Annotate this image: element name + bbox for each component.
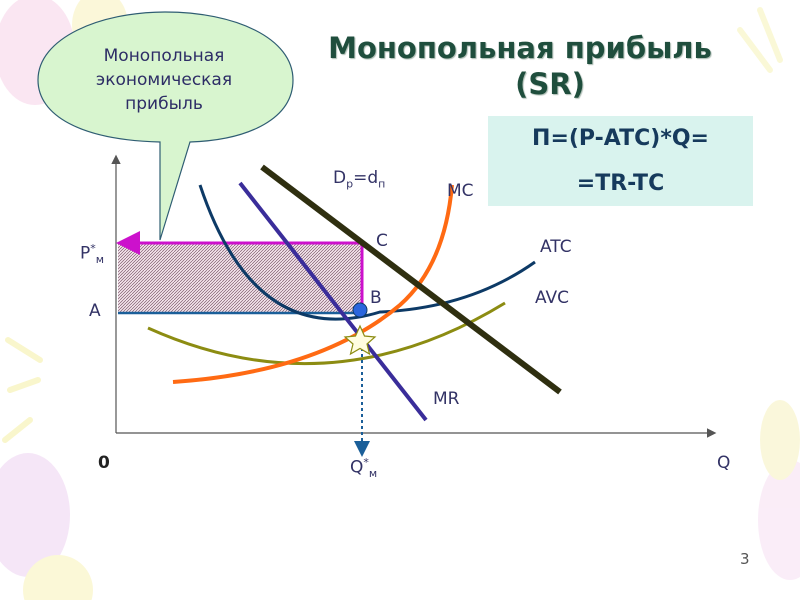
formula-line-1: П=(P-ATC)*Q= (532, 126, 709, 151)
origin-label: 0 (98, 453, 110, 473)
avc-label: AVC (535, 288, 570, 308)
atc-label: ATC (540, 237, 572, 257)
callout-text: Монопольная экономическая прибыль (48, 44, 280, 116)
formula-line-2: =TR-TC (576, 171, 665, 196)
avc-curve (147, 301, 506, 366)
price-axis-label: P*м (80, 242, 105, 267)
title-line-2: (SR) (515, 67, 585, 101)
mr-curve (238, 181, 428, 422)
callout-line-3: прибыль (125, 94, 203, 114)
mc-label: MC (447, 181, 474, 201)
callout-bubble (37, 11, 294, 241)
profit-area (118, 243, 362, 313)
point-b-dot (352, 302, 368, 318)
mr-label: MR (433, 389, 460, 409)
demand-label: Dр=dп (333, 168, 386, 191)
profit-formula-box: П=(P-ATC)*Q= =TR-TC (488, 116, 753, 206)
quantity-axis-label: Q*м (350, 456, 378, 481)
demand-curve (260, 164, 562, 395)
title-line-1: Монопольная прибыль (328, 31, 712, 65)
atc-curve (198, 184, 536, 321)
point-c-label: C (376, 231, 388, 251)
callout-line-1: Монопольная (103, 46, 225, 66)
slide-title: Монопольная прибыль (SR) (300, 30, 740, 102)
page-number: 3 (740, 550, 750, 568)
mc-curve (172, 184, 454, 384)
callout-line-2: экономическая (95, 70, 233, 90)
a-axis-label: A (89, 301, 101, 321)
q-axis-label: Q (717, 453, 731, 473)
equilibrium-star-icon (343, 324, 377, 356)
point-b-label: B (370, 288, 382, 308)
